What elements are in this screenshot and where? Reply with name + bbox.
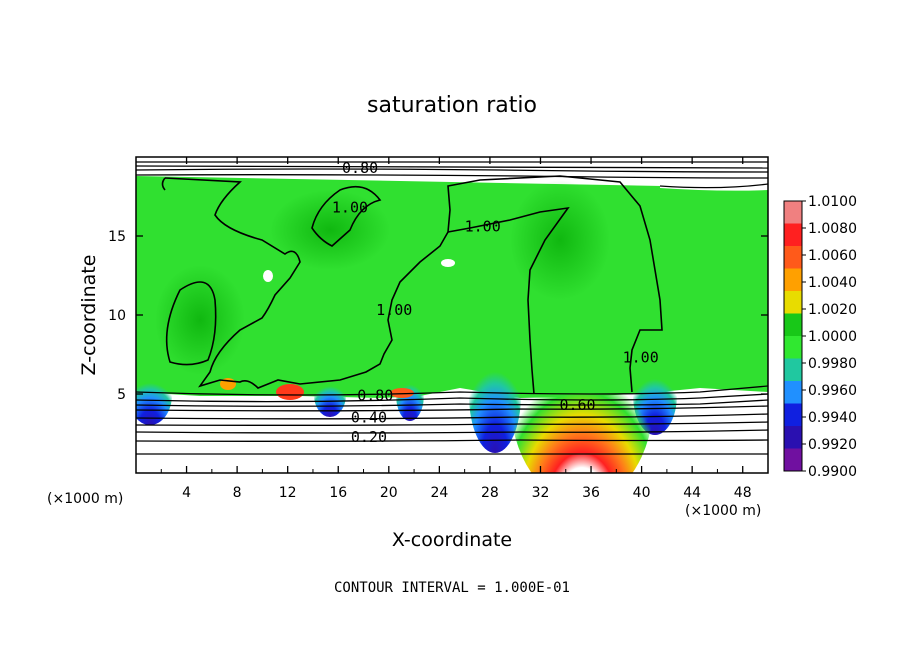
contour-label: 1.00 [623,348,659,366]
colorbar-swatch [784,201,802,224]
x-unit-label-left: (×1000 m) [47,491,123,507]
x-tick-label: 36 [582,485,600,501]
x-tick-label: 8 [233,485,242,501]
supersaturation-arc [510,293,654,473]
y-tick-label: 5 [117,387,126,403]
contour-label: 1.00 [332,198,368,216]
x-axis-label: X-coordinate [392,529,512,551]
contour-label: 0.40 [351,408,387,426]
x-tick-label: 24 [430,485,448,501]
colorbar-level-label: 1.0080 [808,221,857,237]
contour-1.00-lines [161,175,663,395]
colorbar: 1.0100 1.0080 1.0060 1.0040 1.0020 1.0000 0.99… [783,194,857,480]
lower-contour-lines [136,385,768,455]
contour-label: 0.80 [342,159,378,177]
colorbar-level-label: 0.9980 [808,356,857,372]
colorbar-swatch [784,381,802,404]
x-tick-label: 44 [683,485,701,501]
colorbar-level-label: 1.0100 [808,194,857,210]
x-tick-label: 16 [329,485,347,501]
contour-label: 0.60 [559,396,595,414]
x-tick-label: 20 [380,485,398,501]
contour-label: 1.00 [465,217,501,235]
x-tick-label: 48 [734,485,752,501]
y-axis: 5 10 15 [108,229,768,403]
colorbar-swatch [784,291,802,314]
colorbar-level-label: 1.0020 [808,302,857,318]
upper-contour-lines [136,161,768,189]
plot-area: 0.80 1.00 1.00 1.00 1.00 0.80 0.60 0.40 0.20 [136,157,768,473]
contour-interval-note: CONTOUR INTERVAL = 1.000E-01 [334,580,570,596]
x-tick-label: 32 [532,485,550,501]
x-axis: 4 8 12 16 20 24 28 32 36 40 44 48 [160,157,752,501]
colorbar-swatch [784,426,802,449]
colorbar-swatch [784,268,802,292]
y-tick-label: 10 [108,308,126,324]
x-tick-label: 28 [481,485,499,501]
colorbar-level-label: 0.9900 [808,464,857,480]
colorbar-swatch [784,358,802,382]
colorbar-level-label: 1.0060 [808,248,857,264]
colorbar-swatch [784,448,802,472]
contour-label: 1.00 [376,301,412,319]
x-unit-label-right: (×1000 m) [685,503,761,519]
colorbar-level-label: 0.9920 [808,437,857,453]
y-tick-label: 15 [108,229,126,245]
contour-label: 0.20 [351,428,387,446]
colorbar-swatch [784,336,802,359]
y-axis-label: Z-coordinate [78,255,100,376]
colorbar-swatch [784,223,802,247]
chart-title: saturation ratio [367,93,537,118]
colorbar-swatch [784,246,802,269]
colorbar-level-label: 1.0040 [808,275,857,291]
contour-label: 0.80 [357,386,393,404]
x-tick-label: 12 [279,485,297,501]
colorbar-swatch [784,403,802,427]
colorbar-swatch [784,313,802,337]
x-tick-label: 40 [633,485,651,501]
colorbar-level-label: 0.9960 [808,383,857,399]
x-tick-label: 4 [182,485,191,501]
colorbar-level-label: 1.0000 [808,329,857,345]
colorbar-level-label: 0.9940 [808,410,857,426]
